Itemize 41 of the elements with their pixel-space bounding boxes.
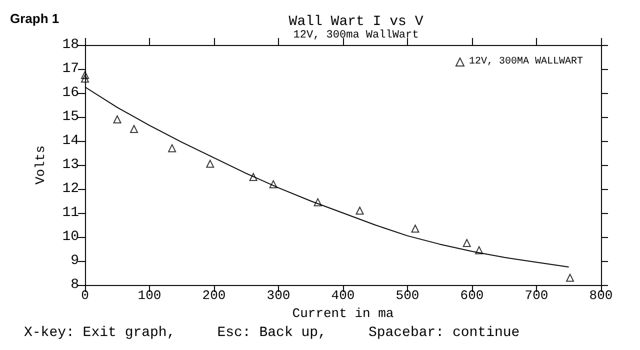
y-tick-label: 17 (62, 61, 79, 77)
y-tick-label: 8 (70, 277, 79, 293)
point (81, 71, 89, 79)
x-tick-label: 400 (331, 288, 355, 303)
y-tick-label: 9 (70, 253, 79, 269)
x-tick-label: 200 (202, 288, 226, 303)
y-tick-label: 15 (62, 109, 79, 125)
point (356, 206, 364, 215)
x-axis-title: Current in ma (292, 306, 394, 321)
point (566, 274, 574, 282)
point (113, 115, 122, 124)
point (314, 198, 322, 206)
y-tick-label: 12 (62, 181, 79, 197)
x-tick-label: 100 (138, 288, 162, 303)
x-tick-label: 0 (81, 288, 89, 303)
point (411, 224, 420, 233)
y-tick-label: 11 (62, 205, 79, 221)
x-tick-label: 500 (396, 288, 420, 303)
point (130, 125, 138, 133)
y-tick-label: 14 (62, 133, 79, 149)
point (168, 144, 176, 152)
x-tick-label: 600 (460, 288, 484, 303)
caption: Graph 1 (10, 11, 60, 26)
y-tick-label: 13 (62, 157, 79, 173)
y-tick-label: 10 (62, 229, 79, 245)
point (206, 160, 214, 168)
point (269, 180, 278, 188)
x-tick-label: 300 (266, 288, 290, 303)
x-tick-label: 700 (524, 288, 548, 303)
chart-subtitle: 12V, 300ma WallWart (293, 30, 419, 42)
point (475, 246, 484, 254)
text: X-key: Exit graph, Esc: Back up, Spacebar: continue (24, 325, 520, 341)
point (81, 74, 89, 83)
point (249, 173, 258, 181)
x-tick-label: 800 (589, 288, 613, 303)
chart-title: Wall Wart I vs V (288, 14, 424, 30)
y-axis-title: Volts (33, 145, 48, 185)
y-tick-label: 18 (62, 37, 79, 53)
y-tick-label: 16 (62, 85, 79, 101)
legend-label: 12V, 300MA WALLWART (468, 56, 584, 68)
point (462, 239, 471, 247)
